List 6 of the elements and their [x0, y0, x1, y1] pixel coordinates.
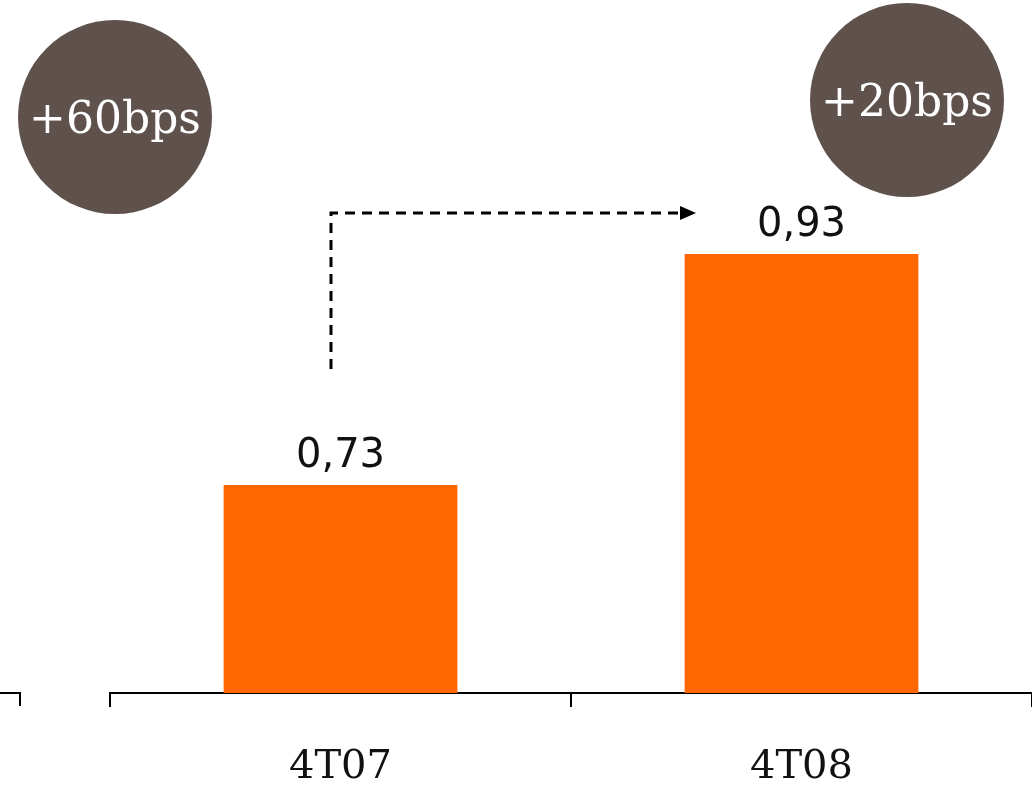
x-tick-label: 4T08 [749, 741, 854, 785]
data-label: 0,73 [295, 430, 386, 477]
circle-badge: +20bps [810, 3, 1004, 197]
data-label: 0,93 [756, 199, 847, 246]
x-tick-label: 4T07 [288, 741, 393, 785]
circle-badge: +60bps [18, 20, 212, 214]
